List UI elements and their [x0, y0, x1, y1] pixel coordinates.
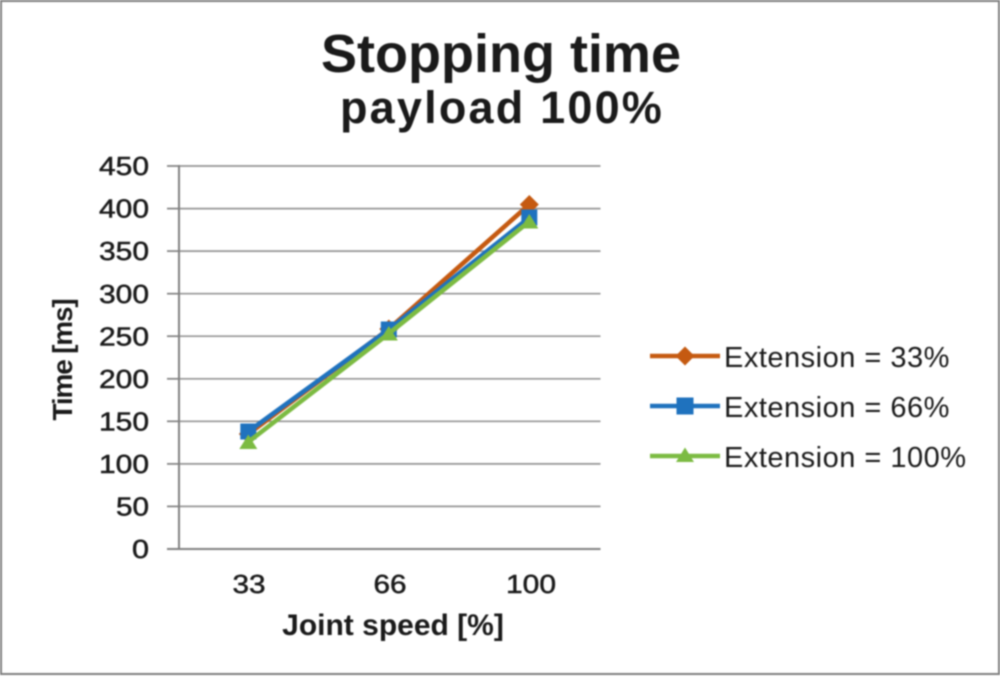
- svg-text:100: 100: [99, 449, 149, 479]
- svg-text:200: 200: [99, 364, 149, 394]
- svg-text:payload 100%: payload 100%: [340, 82, 664, 133]
- svg-text:0: 0: [132, 534, 149, 564]
- svg-text:350: 350: [99, 236, 149, 266]
- svg-text:Time [ms]: Time [ms]: [47, 300, 78, 421]
- svg-text:100: 100: [506, 569, 556, 599]
- svg-text:33: 33: [233, 569, 266, 599]
- svg-text:Joint speed [%]: Joint speed [%]: [282, 609, 504, 642]
- svg-text:Extension = 66%: Extension = 66%: [724, 392, 950, 424]
- svg-text:250: 250: [99, 321, 149, 351]
- svg-text:450: 450: [99, 151, 149, 181]
- svg-text:300: 300: [99, 279, 149, 309]
- svg-text:66: 66: [374, 569, 407, 599]
- svg-text:Extension = 100%: Extension = 100%: [724, 442, 967, 474]
- svg-text:400: 400: [99, 194, 149, 224]
- svg-text:150: 150: [99, 406, 149, 436]
- svg-text:50: 50: [116, 492, 149, 522]
- svg-text:Stopping time: Stopping time: [321, 24, 681, 84]
- svg-text:Extension = 33%: Extension = 33%: [724, 342, 950, 374]
